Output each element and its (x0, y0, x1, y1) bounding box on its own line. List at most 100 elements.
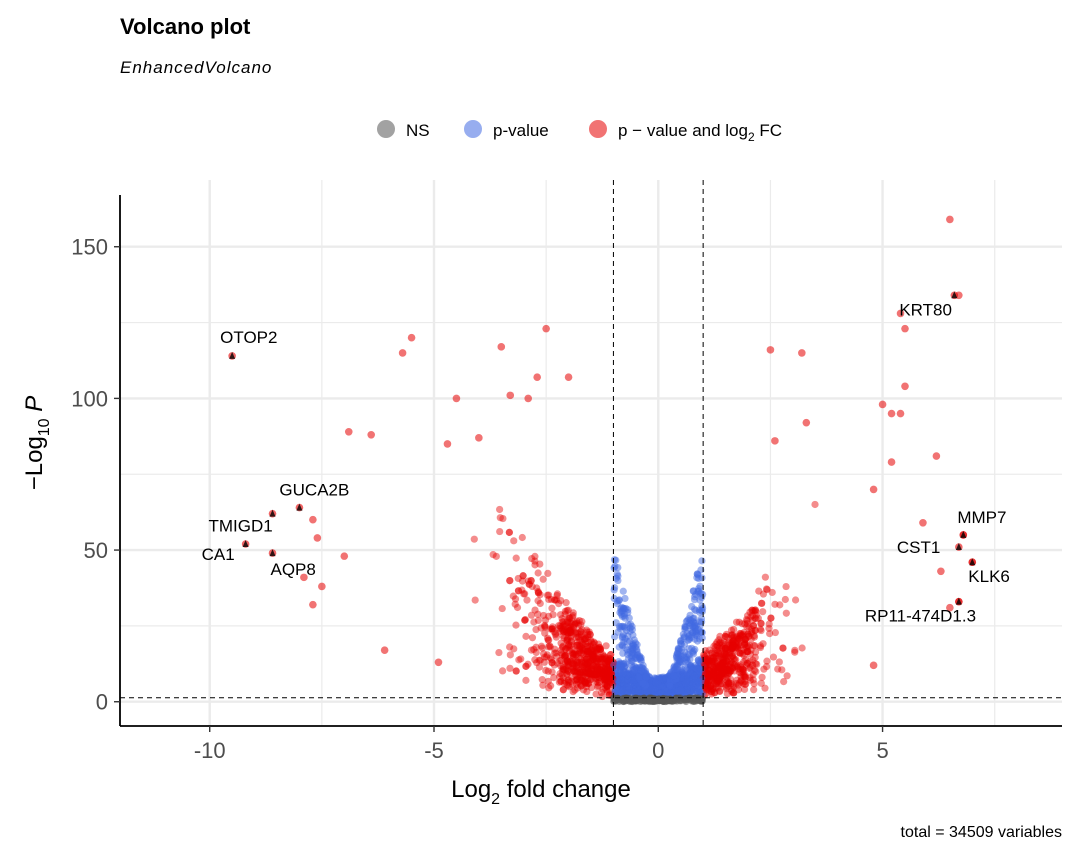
data-point (673, 684, 681, 692)
data-point (709, 664, 717, 672)
data-point (680, 688, 688, 696)
data-point (574, 650, 582, 658)
data-point (578, 626, 586, 634)
data-point (622, 670, 631, 678)
data-point (730, 661, 738, 669)
data-point (750, 632, 758, 640)
data-point (565, 646, 573, 655)
data-point (557, 677, 565, 685)
data-point (749, 622, 758, 630)
data-point (742, 680, 750, 688)
data-point (710, 670, 718, 678)
data-point (741, 620, 749, 628)
data-point (585, 648, 594, 656)
data-point (654, 678, 662, 686)
data-point (558, 615, 566, 623)
data-point (603, 686, 611, 694)
data-point (594, 679, 602, 687)
data-point (869, 661, 878, 670)
data-point (734, 637, 743, 645)
data-point (576, 668, 584, 677)
data-point (743, 644, 751, 652)
data-point (717, 673, 725, 681)
data-point (700, 669, 708, 677)
data-point (651, 688, 659, 696)
data-point (716, 677, 724, 685)
data-point (705, 656, 713, 665)
data-point (696, 688, 704, 696)
data-point (708, 673, 716, 681)
data-point (617, 662, 625, 670)
data-point (759, 640, 767, 648)
data-point (587, 683, 596, 692)
data-point (591, 639, 599, 647)
data-point (649, 680, 657, 688)
data-point (628, 686, 636, 695)
data-point (651, 679, 660, 687)
data-point (559, 663, 567, 671)
data-point (585, 669, 593, 677)
data-point (683, 685, 691, 693)
data-point (677, 685, 685, 693)
data-point (635, 686, 643, 695)
data-point (595, 671, 604, 680)
data-point (565, 663, 573, 671)
data-point (719, 664, 727, 673)
data-point (567, 637, 575, 645)
data-point (703, 661, 711, 669)
data-point (579, 647, 587, 655)
data-point (678, 676, 686, 684)
data-point (725, 638, 733, 646)
data-point (726, 645, 734, 653)
data-point (557, 624, 565, 632)
data-point (725, 651, 733, 659)
data-point (732, 679, 740, 688)
data-point (583, 687, 591, 696)
data-point (702, 662, 710, 670)
data-point (686, 682, 694, 690)
data-point (695, 674, 703, 682)
data-point (901, 324, 909, 333)
data-point (730, 683, 738, 691)
data-point (658, 687, 666, 695)
data-point (715, 671, 723, 679)
data-point (687, 676, 695, 684)
data-point (776, 601, 784, 609)
data-point (559, 664, 567, 672)
data-point (710, 678, 719, 686)
data-point (584, 638, 593, 646)
data-point (658, 688, 666, 696)
data-point (674, 684, 683, 692)
data-point (692, 679, 700, 688)
data-point (680, 681, 688, 689)
data-point (693, 670, 701, 678)
data-point (658, 677, 666, 685)
data-point (623, 683, 631, 691)
data-point (577, 621, 585, 629)
data-point (657, 688, 665, 696)
data-point (678, 680, 686, 688)
data-point (791, 596, 800, 604)
data-point (686, 677, 694, 685)
data-point (713, 674, 721, 683)
data-point (751, 653, 759, 661)
data-point (683, 684, 691, 692)
data-point (698, 669, 706, 677)
data-point (579, 671, 587, 680)
data-point (704, 655, 713, 663)
data-point (606, 679, 614, 687)
data-point (616, 679, 625, 687)
data-point (585, 679, 593, 687)
data-point (546, 654, 555, 662)
data-point (584, 647, 592, 656)
data-point (581, 654, 589, 662)
data-point (710, 657, 718, 665)
data-point (599, 670, 607, 678)
data-point (603, 682, 611, 690)
data-point (603, 668, 611, 676)
data-point (946, 603, 954, 612)
data-point (715, 663, 723, 671)
data-point (631, 679, 639, 688)
data-point (729, 637, 737, 645)
